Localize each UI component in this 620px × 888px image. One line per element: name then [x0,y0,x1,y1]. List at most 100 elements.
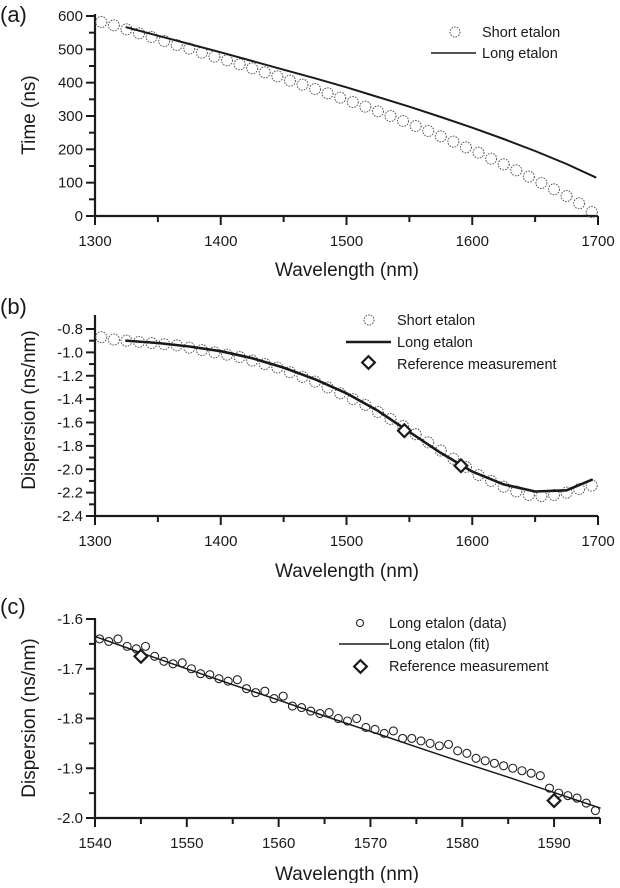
legend-diamond-icon [352,658,369,675]
data-circle-marker [342,716,353,726]
y-tick-label: -2.0 [57,461,83,478]
legend-label-reference: Reference measurement [397,357,557,373]
data-circle-marker [296,78,309,91]
x-tick-label: 1400 [204,533,237,550]
legend-c: Long etalon (data) Long etalon (fit) Ref… [339,616,549,675]
data-circle-marker [359,398,372,411]
x-tick-label: 1700 [581,533,614,550]
data-circle-marker [168,659,178,669]
data-circle-marker [221,54,234,67]
panel-a-time-vs-wavelength: (a) Time (ns) Wavelength (nm) 1300 1400 15… [0,2,615,281]
y-tick-label: -1.2 [57,368,83,385]
data-circle-marker [170,39,183,51]
data-circle-marker [535,771,545,781]
reference-diamond-marker [453,457,469,474]
data-circle-marker [131,644,141,654]
series-line [125,26,597,179]
data-circle-marker [409,428,422,441]
data-circle-marker [447,135,460,148]
reference-diamond-marker [546,792,563,809]
data-circle-marker [422,125,435,137]
data-circle-marker [434,130,447,143]
data-circle-marker [453,746,463,756]
series-line [125,339,594,493]
y-tick-label: -1.6 [57,415,83,432]
x-tick-label: 1500 [330,533,363,550]
x-tick-label: 1500 [330,233,363,250]
data-circle-marker [471,753,481,763]
y-axis-title-a: Time (ns) [19,75,40,155]
plot-area-b [95,331,598,503]
x-tick-label: 1700 [581,233,614,250]
x-tick-label: 1560 [262,835,295,852]
data-circle-marker [573,197,586,210]
y-tick-label: -1.0 [57,344,83,361]
panel-label-a: (a) [0,2,27,27]
data-circle-marker [95,16,108,28]
data-circle-marker [443,739,454,749]
x-tick-label: 1580 [446,835,479,852]
data-circle-marker [371,105,384,118]
data-circle-marker [208,50,221,63]
y-tick-label: -2.2 [57,485,83,502]
data-circle-marker [547,488,560,501]
data-circle-marker [258,66,271,79]
legend-b: Short etalon Long etalon Reference measu… [346,313,557,373]
x-axis-title-c: Wavelength (nm) [275,864,419,883]
y-tick-label: 400 [58,75,83,92]
data-circle-marker [585,206,598,218]
data-circle-marker [232,675,242,685]
data-circle-marker [508,763,518,773]
y-tick-label: -1.6 [57,611,83,628]
data-circle-marker [321,87,334,100]
data-circle-marker [297,703,307,713]
axes-c: 1540 1550 1560 1570 1580 1590 -2.0 -1.9 -1.8 -1.7… [57,611,601,852]
legend-a: Short etalon Long etalon [431,25,560,62]
x-axis-title-b: Wavelength (nm) [275,561,419,582]
data-circle-marker [425,738,435,748]
x-tick-label: 1570 [354,835,387,852]
data-circle-marker [384,110,397,122]
data-circle-marker [107,333,120,346]
data-circle-marker [544,783,555,793]
panel-b-dispersion-vs-wavelength: (b) Dispersion (ns/nm) Wavelength (nm) 1… [0,294,615,582]
legend-label-short-etalon: Short etalon [482,25,560,41]
y-tick-label: 100 [58,175,83,192]
reference-diamond-marker [396,422,413,439]
data-circle-marker [159,656,169,666]
data-circle-marker [95,331,108,344]
legend-label-data: Long etalon (data) [389,616,507,632]
series-line [94,635,601,809]
legend-label-short-etalon: Short etalon [397,313,475,329]
y-axis-title-c: Dispersion (ns/nm) [19,638,40,797]
panel-label-c: (c) [0,594,26,619]
data-circle-marker [388,726,398,736]
x-tick-label: 1590 [537,835,570,852]
data-circle-marker [352,713,362,724]
data-circle-marker [447,452,460,465]
data-circle-marker [361,722,371,733]
legend-circle-icon [355,618,365,628]
data-circle-marker [233,58,246,71]
x-tick-label: 1300 [78,533,111,550]
data-circle-marker [547,183,560,196]
data-circle-marker [526,768,536,778]
data-circle-marker [283,74,296,87]
x-tick-label: 1600 [456,233,489,250]
x-tick-label: 1550 [170,835,203,852]
data-circle-marker [104,636,114,646]
legend-circle-icon [449,26,461,38]
data-circle-marker [462,748,472,758]
data-circle-marker [409,120,422,132]
x-tick-label: 1540 [78,835,111,852]
data-circle-marker [251,688,261,698]
y-tick-label: -0.8 [57,321,83,338]
data-circle-marker [196,669,206,679]
y-tick-label: 300 [58,108,83,125]
data-circle-marker [485,152,498,165]
data-circle-marker [324,707,334,718]
data-circle-marker [140,641,151,651]
y-tick-label: -2.4 [57,508,83,525]
